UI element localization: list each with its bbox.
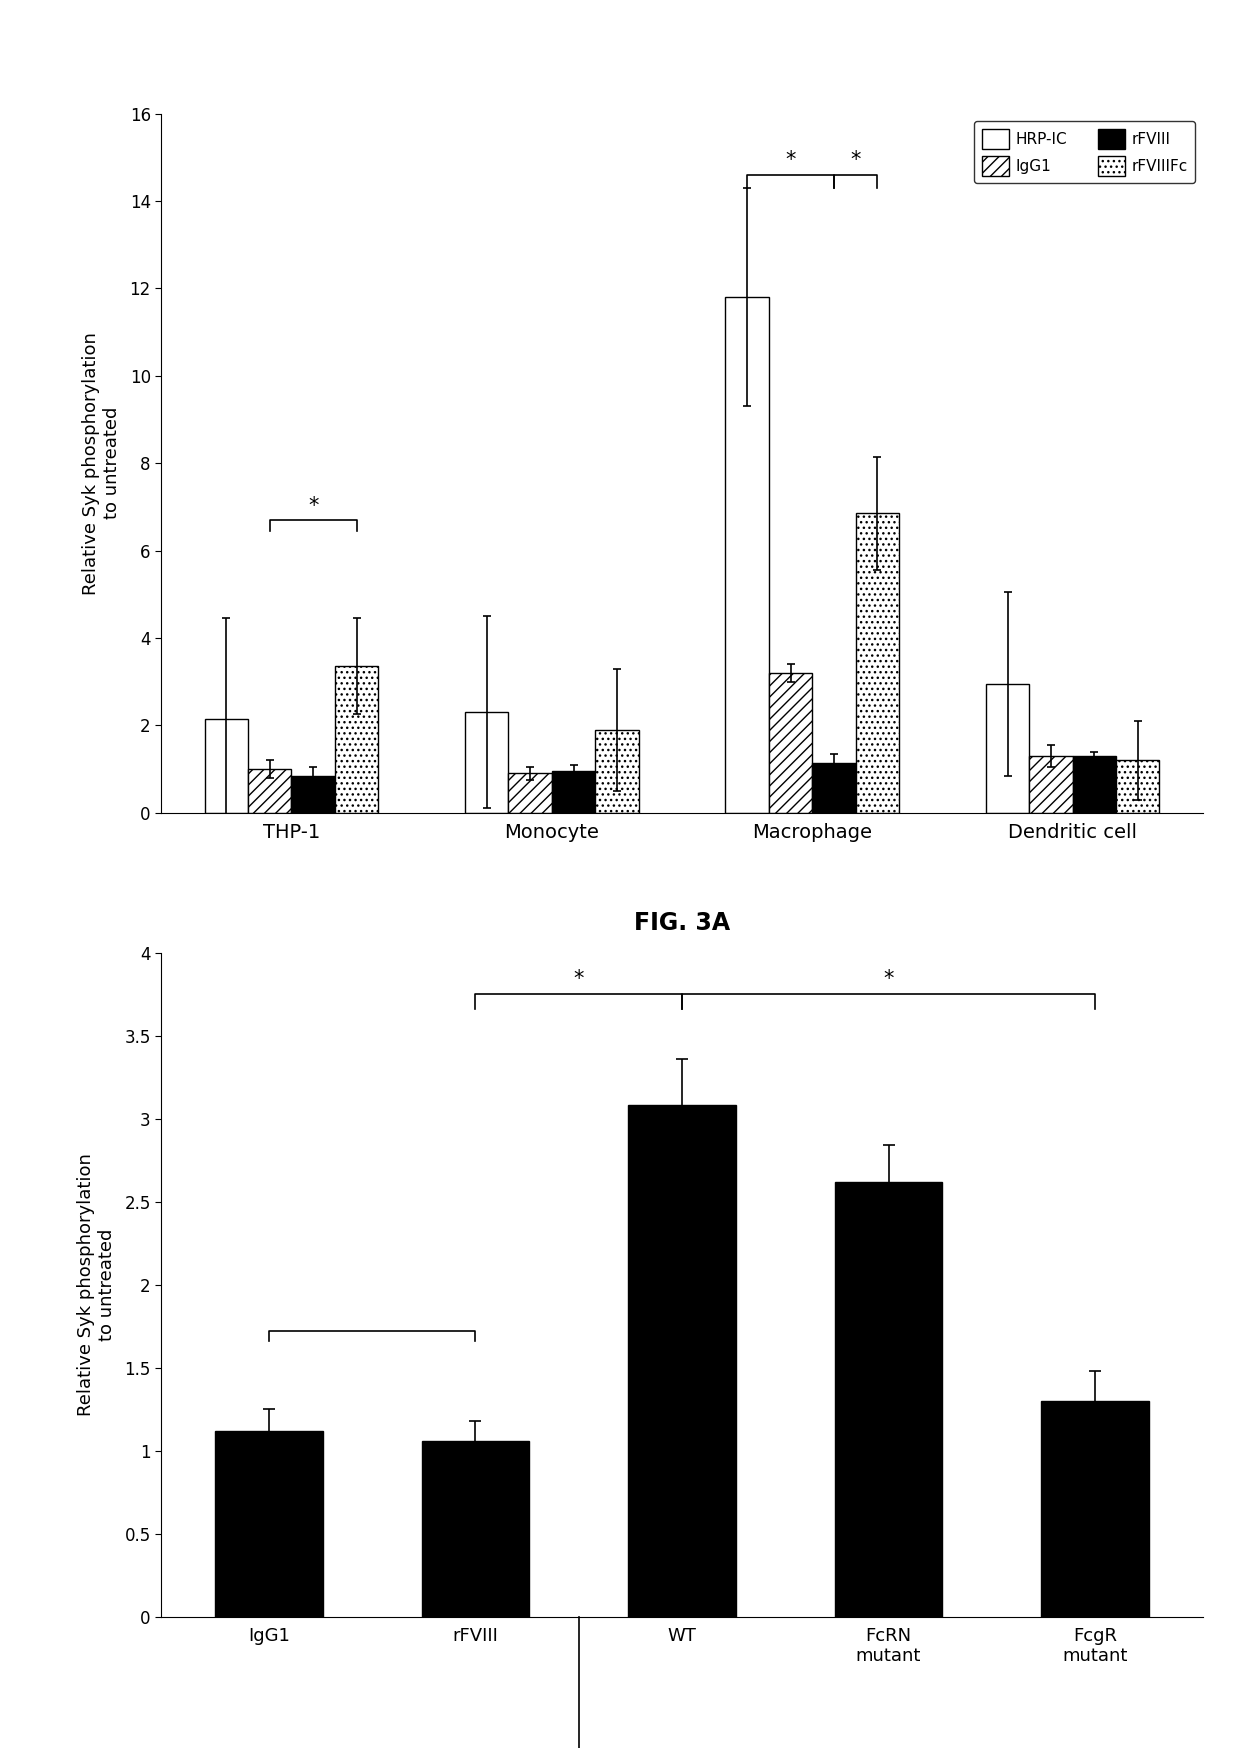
Bar: [725, 297, 769, 813]
Bar: [595, 731, 639, 813]
Text: *: *: [851, 150, 861, 170]
Text: *: *: [308, 496, 319, 516]
Bar: [291, 776, 335, 813]
Bar: [1116, 760, 1159, 813]
Text: FIG. 3A: FIG. 3A: [634, 911, 730, 935]
Bar: [1073, 755, 1116, 813]
Bar: [812, 762, 856, 813]
Bar: [835, 1182, 942, 1617]
Bar: [552, 771, 595, 813]
Bar: [1042, 1402, 1149, 1617]
Text: *: *: [574, 968, 584, 989]
Bar: [215, 1432, 322, 1617]
Bar: [248, 769, 291, 813]
Bar: [1029, 755, 1073, 813]
Y-axis label: Relative Syk phosphorylation
to untreated: Relative Syk phosphorylation to untreate…: [82, 332, 122, 594]
Text: *: *: [883, 968, 894, 989]
Text: *: *: [785, 150, 796, 170]
Bar: [205, 718, 248, 813]
Bar: [422, 1440, 529, 1617]
Bar: [629, 1105, 735, 1617]
Bar: [856, 514, 899, 813]
Bar: [986, 683, 1029, 813]
Bar: [508, 773, 552, 813]
Bar: [465, 713, 508, 813]
Bar: [335, 666, 378, 813]
Bar: [769, 673, 812, 813]
Y-axis label: Relative Syk phosphorylation
to untreated: Relative Syk phosphorylation to untreate…: [77, 1154, 117, 1416]
Legend: HRP-IC, IgG1, rFVIII, rFVIIIFc: HRP-IC, IgG1, rFVIII, rFVIIIFc: [975, 121, 1195, 184]
